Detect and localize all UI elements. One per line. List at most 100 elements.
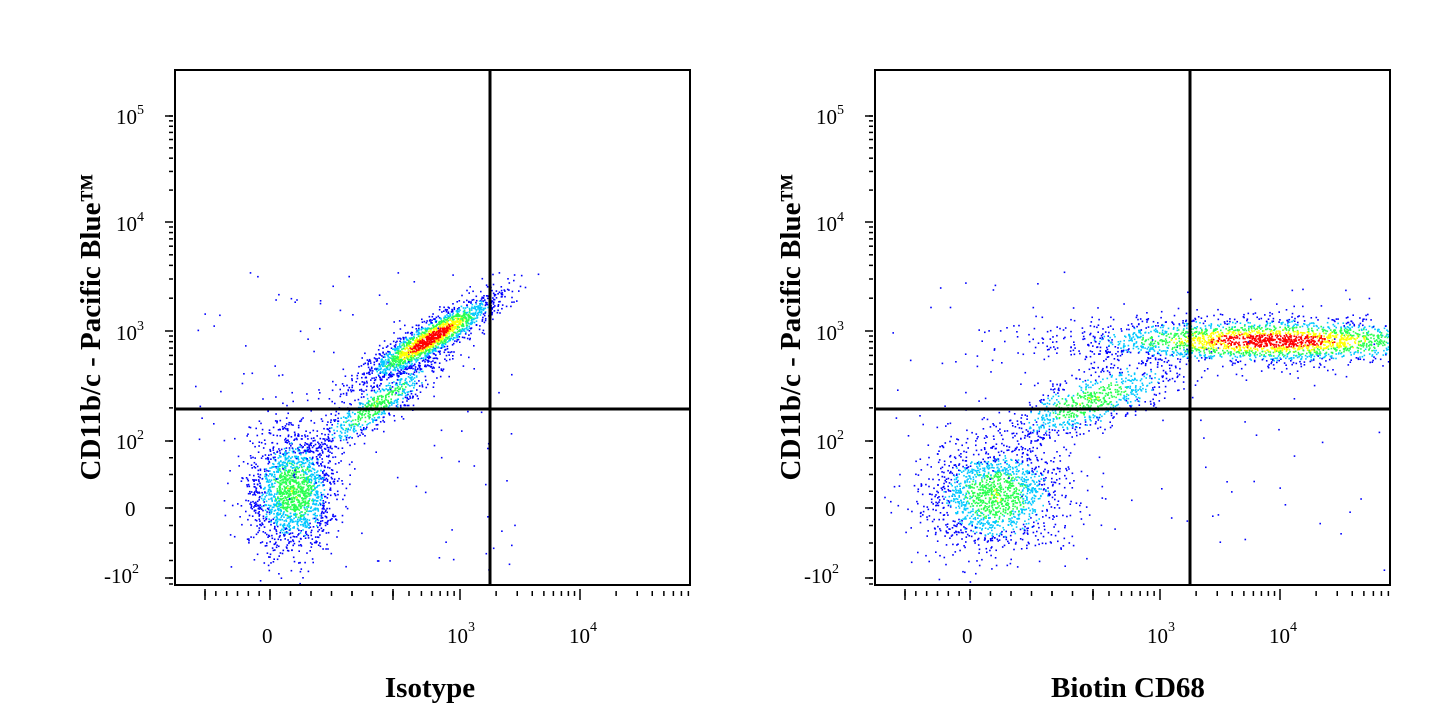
data-point bbox=[493, 310, 496, 312]
data-point bbox=[364, 420, 367, 423]
data-point bbox=[410, 378, 412, 381]
data-point bbox=[403, 340, 405, 342]
data-point bbox=[293, 490, 296, 493]
data-point bbox=[351, 386, 353, 389]
data-point bbox=[439, 353, 441, 355]
data-point bbox=[277, 429, 280, 431]
data-point bbox=[287, 439, 289, 441]
y-tick-label: 0 bbox=[125, 497, 136, 521]
data-point bbox=[292, 448, 294, 450]
data-point bbox=[289, 528, 291, 531]
data-point bbox=[413, 352, 416, 355]
data-point bbox=[330, 421, 332, 424]
data-point bbox=[378, 402, 381, 405]
data-point bbox=[304, 492, 306, 495]
data-point bbox=[260, 441, 263, 444]
data-point bbox=[271, 537, 274, 540]
data-point bbox=[310, 510, 312, 513]
data-point bbox=[421, 339, 424, 341]
data-point bbox=[380, 359, 383, 361]
data-point bbox=[421, 326, 423, 328]
data-point bbox=[269, 467, 271, 469]
data-point bbox=[279, 419, 282, 422]
data-point bbox=[466, 311, 468, 314]
data-point bbox=[287, 490, 290, 493]
data-point bbox=[402, 365, 405, 367]
data-point bbox=[322, 507, 324, 510]
data-point bbox=[1064, 526, 1066, 529]
data-point bbox=[337, 493, 339, 496]
data-point bbox=[322, 438, 324, 440]
data-point bbox=[279, 470, 282, 473]
y-ticks bbox=[165, 115, 173, 585]
data-point bbox=[293, 542, 296, 545]
data-point bbox=[262, 488, 265, 490]
data-point bbox=[480, 299, 482, 302]
data-point bbox=[448, 316, 450, 319]
data-point bbox=[293, 493, 296, 495]
data-point bbox=[415, 485, 418, 488]
data-point bbox=[271, 547, 274, 549]
data-point bbox=[979, 468, 982, 470]
data-point bbox=[284, 467, 286, 469]
data-point bbox=[418, 353, 421, 355]
data-point bbox=[321, 478, 324, 480]
data-point bbox=[410, 360, 413, 363]
data-point bbox=[311, 458, 313, 461]
data-point bbox=[389, 367, 391, 369]
data-point bbox=[360, 396, 363, 399]
data-point bbox=[281, 495, 283, 497]
data-point bbox=[446, 332, 449, 335]
data-point bbox=[283, 511, 285, 513]
data-point bbox=[282, 512, 285, 514]
data-point bbox=[484, 312, 487, 314]
data-point bbox=[346, 420, 348, 422]
data-point bbox=[324, 515, 327, 518]
data-point bbox=[322, 481, 324, 483]
data-point bbox=[431, 337, 433, 340]
data-point bbox=[390, 400, 392, 403]
data-point bbox=[492, 303, 495, 305]
data-point bbox=[288, 498, 291, 500]
data-point bbox=[978, 510, 980, 512]
data-point bbox=[383, 356, 386, 358]
data-point bbox=[503, 289, 506, 291]
data-point bbox=[326, 523, 329, 525]
data-point bbox=[292, 556, 295, 559]
data-point bbox=[404, 379, 407, 382]
data-point bbox=[308, 464, 311, 467]
data-point bbox=[280, 490, 282, 493]
data-point bbox=[484, 307, 487, 310]
data-point bbox=[254, 457, 256, 459]
data-point bbox=[249, 440, 251, 442]
data-point bbox=[279, 428, 281, 431]
data-point bbox=[291, 474, 293, 476]
data-point bbox=[342, 498, 344, 501]
data-point bbox=[458, 308, 460, 310]
data-point bbox=[374, 358, 377, 360]
data-point bbox=[472, 307, 475, 309]
data-point bbox=[411, 342, 413, 345]
data-point bbox=[450, 316, 453, 319]
data-point bbox=[276, 513, 279, 516]
data-point bbox=[348, 424, 351, 426]
data-point bbox=[497, 309, 499, 312]
data-point bbox=[448, 338, 451, 340]
data-point bbox=[346, 441, 349, 444]
data-point bbox=[403, 337, 405, 339]
data-point bbox=[372, 421, 374, 423]
data-point bbox=[432, 344, 435, 347]
data-point bbox=[296, 466, 298, 469]
data-point bbox=[299, 477, 302, 479]
data-point bbox=[257, 507, 260, 510]
data-point bbox=[282, 504, 284, 507]
data-point bbox=[263, 526, 266, 528]
data-point bbox=[963, 498, 965, 500]
data-point bbox=[501, 307, 503, 310]
data-point bbox=[493, 295, 496, 297]
data-point bbox=[294, 468, 297, 470]
data-point bbox=[350, 427, 352, 429]
data-point bbox=[321, 452, 324, 454]
data-point bbox=[373, 428, 376, 430]
data-point bbox=[466, 319, 468, 321]
